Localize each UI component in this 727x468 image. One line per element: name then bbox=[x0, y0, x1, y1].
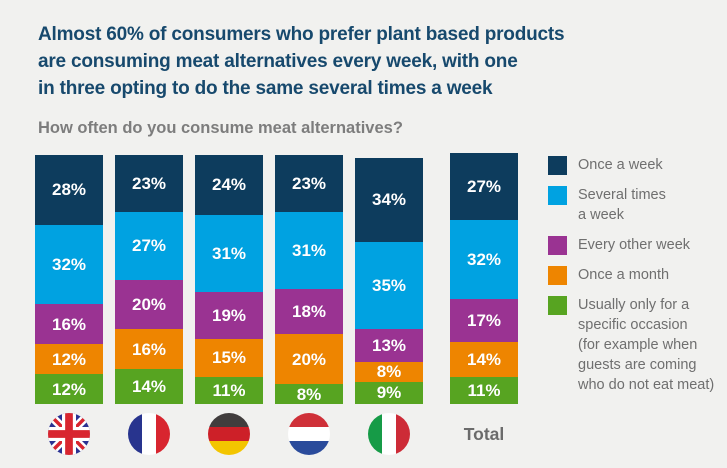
bar-segment: 14% bbox=[115, 369, 183, 404]
headline: Almost 60% of consumers who prefer plant… bbox=[38, 21, 565, 102]
uk-flag-icon bbox=[48, 413, 90, 455]
legend-swatch-icon bbox=[548, 186, 567, 205]
legend-swatch-icon bbox=[548, 156, 567, 175]
legend-item: Every other week bbox=[548, 235, 724, 255]
segment-value-label: 14% bbox=[466, 349, 502, 369]
segment-value-label: 24% bbox=[211, 175, 247, 195]
legend-label: Usually only for a specific occasion (fo… bbox=[578, 297, 715, 393]
bar-segment: 19% bbox=[195, 291, 263, 340]
legend-swatch-icon bbox=[548, 236, 567, 255]
bar-column-france: 23% 27% 20% 16% 14% bbox=[115, 155, 183, 404]
bar-segment: 34% bbox=[355, 157, 423, 243]
bar-segment: 14% bbox=[450, 341, 518, 377]
segment-value-label: 20% bbox=[291, 349, 327, 369]
legend-item: Usually only for a specific occasion (fo… bbox=[548, 295, 724, 395]
netherlands-flag-icon bbox=[288, 413, 330, 455]
headline-line-3: in three opting to do the same several t… bbox=[38, 78, 493, 99]
legend-item: Several times a week bbox=[548, 185, 724, 225]
segment-value-label: 8% bbox=[376, 362, 402, 382]
segment-value-label: 31% bbox=[211, 243, 247, 263]
italy-flag-icon bbox=[368, 413, 410, 455]
segment-value-label: 17% bbox=[466, 311, 502, 331]
bar-segment: 13% bbox=[355, 329, 423, 362]
segment-value-label: 31% bbox=[291, 241, 327, 261]
bar-segment: 35% bbox=[355, 242, 423, 330]
bar-segment: 16% bbox=[115, 329, 183, 370]
segment-value-label: 13% bbox=[371, 336, 407, 355]
segment-value-label: 12% bbox=[51, 379, 87, 399]
segment-value-label: 28% bbox=[51, 180, 87, 200]
legend-label: Every other week bbox=[578, 237, 691, 253]
segment-value-label: 18% bbox=[291, 302, 327, 322]
germany-flag-icon bbox=[208, 413, 250, 455]
segment-value-label: 27% bbox=[466, 176, 502, 196]
segment-value-label: 16% bbox=[51, 314, 87, 334]
bar-segment: 12% bbox=[35, 344, 103, 375]
segment-value-label: 32% bbox=[466, 250, 502, 270]
segment-value-label: 27% bbox=[131, 236, 167, 256]
segment-value-label: 32% bbox=[51, 255, 87, 275]
segment-value-label: 15% bbox=[211, 348, 247, 368]
legend-label: Once a month bbox=[578, 267, 670, 283]
bar-segment: 24% bbox=[195, 155, 263, 215]
segment-value-label: 14% bbox=[131, 377, 167, 397]
headline-line-2: are consuming meat alternatives every we… bbox=[38, 51, 518, 72]
segment-value-label: 11% bbox=[467, 380, 501, 400]
total-column-label: Total bbox=[463, 424, 505, 444]
bar-segment: 15% bbox=[195, 339, 263, 377]
segment-value-label: 23% bbox=[291, 174, 327, 194]
segment-value-label: 34% bbox=[371, 190, 407, 210]
bar-segment: 27% bbox=[115, 212, 183, 280]
segment-value-label: 12% bbox=[51, 349, 87, 369]
segment-value-label: 20% bbox=[131, 294, 167, 314]
legend-swatch-icon bbox=[548, 296, 567, 315]
segment-value-label: 8% bbox=[296, 384, 322, 404]
headline-line-1: Almost 60% of consumers who prefer plant… bbox=[38, 24, 565, 45]
legend-swatch-icon bbox=[548, 266, 567, 285]
bar-segment: 20% bbox=[275, 334, 343, 385]
bar-segment: 17% bbox=[450, 299, 518, 342]
bar-column-total: 27% 32% 17% 14% 11% bbox=[450, 152, 518, 404]
bar-segment: 11% bbox=[450, 376, 518, 404]
segment-value-label: 35% bbox=[371, 276, 407, 296]
bar-segment: 11% bbox=[195, 376, 263, 404]
segment-value-label: 16% bbox=[131, 339, 167, 359]
bar-segment: 31% bbox=[195, 214, 263, 292]
segment-value-label: 9% bbox=[376, 383, 402, 403]
bar-segment: 28% bbox=[35, 155, 103, 225]
legend-label: Once a week bbox=[578, 157, 663, 173]
bar-segment: 8% bbox=[355, 361, 423, 382]
bar-segment: 32% bbox=[35, 224, 103, 305]
bar-segment: 23% bbox=[115, 155, 183, 213]
bar-segment: 12% bbox=[35, 374, 103, 404]
bar-column-germany: 24% 31% 19% 15% 11% bbox=[195, 155, 263, 404]
legend-item: Once a month bbox=[548, 265, 724, 285]
bar-column-italy: 34% 35% 13% 8% 9% bbox=[355, 157, 423, 404]
bar-segment: 27% bbox=[450, 152, 518, 220]
bar-segment: 8% bbox=[275, 384, 343, 404]
legend: Once a week Several times a week Every oth… bbox=[548, 155, 724, 405]
bar-segment: 18% bbox=[275, 289, 343, 335]
bar-segment: 20% bbox=[115, 279, 183, 330]
bar-segment: 32% bbox=[450, 219, 518, 300]
segment-value-label: 19% bbox=[211, 306, 247, 326]
segment-value-label: 11% bbox=[212, 380, 246, 400]
bar-column-united-kingdom: 28% 32% 16% 12% 12% bbox=[35, 155, 103, 404]
bar-segment: 23% bbox=[275, 155, 343, 213]
france-flag-icon bbox=[128, 413, 170, 455]
bar-segment: 9% bbox=[355, 381, 423, 404]
segment-value-label: 23% bbox=[131, 174, 167, 194]
legend-label: Several times a week bbox=[578, 187, 666, 223]
bar-segment: 31% bbox=[275, 212, 343, 290]
bar-segment: 16% bbox=[35, 304, 103, 345]
legend-item: Once a week bbox=[548, 155, 724, 175]
bar-column-netherlands: 23% 31% 18% 20% 8% bbox=[275, 155, 343, 404]
survey-question: How often do you consume meat alternativ… bbox=[38, 119, 403, 137]
